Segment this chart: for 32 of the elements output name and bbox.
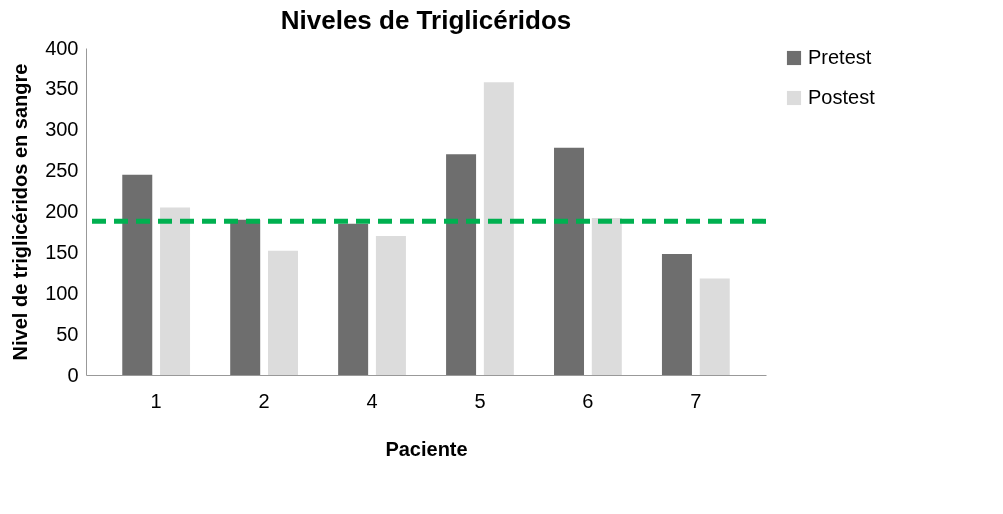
y-tick-label: 200 [45,200,79,222]
bar [699,278,730,375]
bar [160,207,191,375]
legend-label: Pretest [808,46,872,68]
y-tick-label: 400 [45,36,79,59]
x-tick-label: 7 [690,389,702,412]
y-tick-label: 0 [67,363,79,386]
bar [446,154,477,375]
bar [122,174,153,375]
x-tick-label: 5 [474,389,486,412]
x-tick-label: 4 [366,389,378,412]
x-tick-label: 2 [258,389,270,412]
bar [375,236,406,375]
bar [483,82,514,375]
y-tick-label: 100 [45,281,79,304]
legend-label: Postest [808,86,876,108]
x-tick-label: 1 [150,389,162,412]
y-tick-label: 150 [45,240,79,263]
x-tick-label: 6 [582,389,594,412]
bar [267,250,298,375]
y-axis-title: Nivel de triglicéridos en sangre [9,63,32,361]
y-tick-label: 250 [45,159,79,182]
x-axis-title: Paciente [385,437,468,460]
bar [591,218,622,375]
bar [230,219,261,375]
y-tick-label: 300 [45,118,79,141]
chart-title: Niveles de Triglicéridos [280,5,572,35]
y-tick-label: 50 [56,322,79,345]
y-tick-label: 350 [45,77,79,100]
bar [554,147,585,375]
bar [661,254,692,375]
bar [338,223,369,375]
